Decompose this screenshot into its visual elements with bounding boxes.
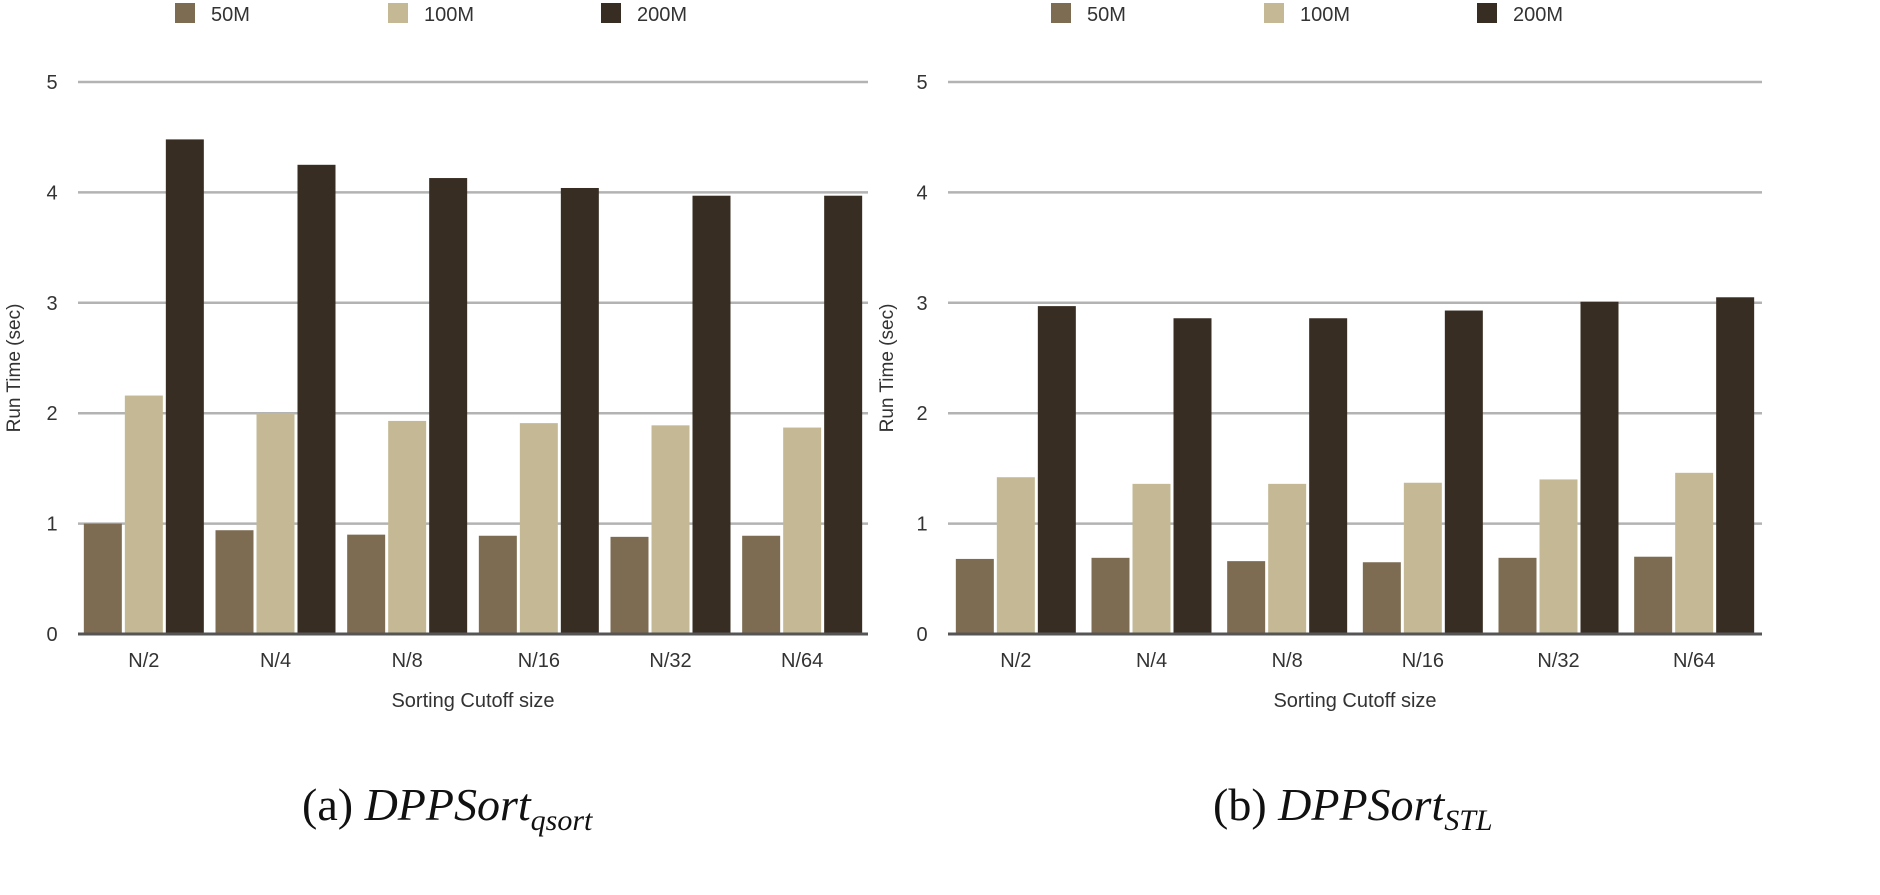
bar-50m	[347, 534, 386, 634]
bar-200m	[1716, 297, 1755, 634]
bar-100m	[996, 477, 1035, 634]
x-tick-label: N/2	[128, 650, 159, 672]
x-tick-label: N/8	[1272, 650, 1303, 672]
bar-50m	[1091, 557, 1130, 634]
y-tick-label: 4	[916, 182, 927, 204]
bar-50m	[478, 535, 517, 634]
caption-a: (a) DPPSortqsort	[302, 778, 592, 848]
bar-200m	[165, 139, 204, 634]
bar-100m	[1539, 479, 1578, 634]
y-tick-label: 4	[46, 182, 57, 204]
bar-50m	[1362, 562, 1401, 634]
legend-swatch-200m	[1477, 3, 1497, 23]
y-tick-label: 3	[916, 293, 927, 315]
bar-100m	[1403, 482, 1442, 634]
legend-label-50m: 50M	[211, 4, 250, 26]
y-tick-label: 1	[916, 514, 927, 536]
y-axis-label: Run Time (sec)	[877, 304, 898, 433]
legend-swatch-100m	[1264, 3, 1284, 23]
bar-100m	[256, 413, 295, 634]
y-tick-label: 2	[916, 403, 927, 425]
legend-label-200m: 200M	[637, 4, 687, 26]
x-tick-label: N/64	[781, 650, 823, 672]
y-axis-label: Run Time (sec)	[4, 304, 25, 433]
x-tick-label: N/4	[1136, 650, 1167, 672]
x-tick-label: N/32	[649, 650, 691, 672]
bar-200m	[1309, 318, 1348, 634]
x-tick-label: N/4	[260, 650, 291, 672]
bar-50m	[610, 536, 649, 634]
bar-200m	[560, 187, 599, 634]
caption-b-subscript: STL	[1444, 804, 1493, 837]
legend-swatch-50m	[1051, 3, 1071, 23]
charts-canvas: 0 1 2 3 4 5 N/2 N/4 N/8 N/16 N/32 N/64 Sorting Cutof…	[4, 3, 1762, 712]
x-tick-label: N/16	[1402, 650, 1444, 672]
y-tick-label: 5	[916, 72, 927, 94]
y-tick-label: 0	[46, 624, 57, 646]
legend-label-100m: 100M	[1300, 4, 1350, 26]
y-tick-label: 5	[46, 72, 57, 94]
x-tick-label: N/32	[1537, 650, 1579, 672]
caption-b-name: DPPSort	[1278, 779, 1445, 830]
caption-a-name: DPPSort	[364, 779, 531, 830]
bar-200m	[692, 195, 731, 634]
x-tick-label: N/64	[1673, 650, 1715, 672]
bar-50m	[1634, 556, 1673, 634]
legend-swatch-100m	[388, 3, 408, 23]
bar-100m	[388, 420, 427, 634]
x-tick-label: N/2	[1000, 650, 1031, 672]
bar-100m	[1268, 483, 1307, 634]
legend-label-200m: 200M	[1513, 4, 1563, 26]
bar-50m	[1227, 561, 1266, 634]
bar-100m	[519, 423, 558, 634]
caption-a-subscript: qsort	[530, 804, 593, 837]
bar-200m	[1037, 306, 1076, 634]
bar-50m	[215, 530, 254, 634]
caption-b-prefix: (b)	[1213, 779, 1279, 830]
bar-100m	[1132, 483, 1171, 634]
bar-50m	[742, 535, 781, 634]
bar-200m	[1444, 310, 1483, 634]
bar-200m	[297, 164, 336, 635]
bar-100m	[124, 395, 163, 634]
y-tick-label: 3	[46, 293, 57, 315]
chart-a: 0 1 2 3 4 5 N/2 N/4 N/8 N/16 N/32 N/64 Sorting Cutof…	[4, 3, 868, 712]
bar-200m	[1580, 301, 1619, 634]
chart-b: 0 1 2 3 4 5 N/2 N/4 N/8 N/16 N/32 N/64 Sorting Cutof…	[877, 3, 1762, 712]
bar-100m	[783, 427, 822, 634]
x-tick-label: N/8	[392, 650, 423, 672]
x-axis-label: Sorting Cutoff size	[1273, 690, 1436, 712]
bar-100m	[1675, 472, 1714, 634]
bar-200m	[429, 178, 468, 634]
y-tick-label: 2	[46, 403, 57, 425]
y-tick-label: 1	[46, 514, 57, 536]
bar-200m	[1173, 318, 1212, 634]
bar-200m	[824, 195, 863, 634]
x-axis-label: Sorting Cutoff size	[391, 690, 554, 712]
legend-swatch-200m	[601, 3, 621, 23]
caption-a-prefix: (a)	[302, 779, 365, 830]
bar-50m	[83, 523, 122, 634]
legend-label-50m: 50M	[1087, 4, 1126, 26]
legend-swatch-50m	[175, 3, 195, 23]
bar-50m	[955, 558, 994, 634]
y-tick-label: 0	[916, 624, 927, 646]
legend-label-100m: 100M	[424, 4, 474, 26]
bar-100m	[651, 425, 690, 634]
x-tick-label: N/16	[518, 650, 560, 672]
caption-b: (b) DPPSortSTL	[1213, 778, 1493, 848]
bar-50m	[1498, 557, 1537, 634]
